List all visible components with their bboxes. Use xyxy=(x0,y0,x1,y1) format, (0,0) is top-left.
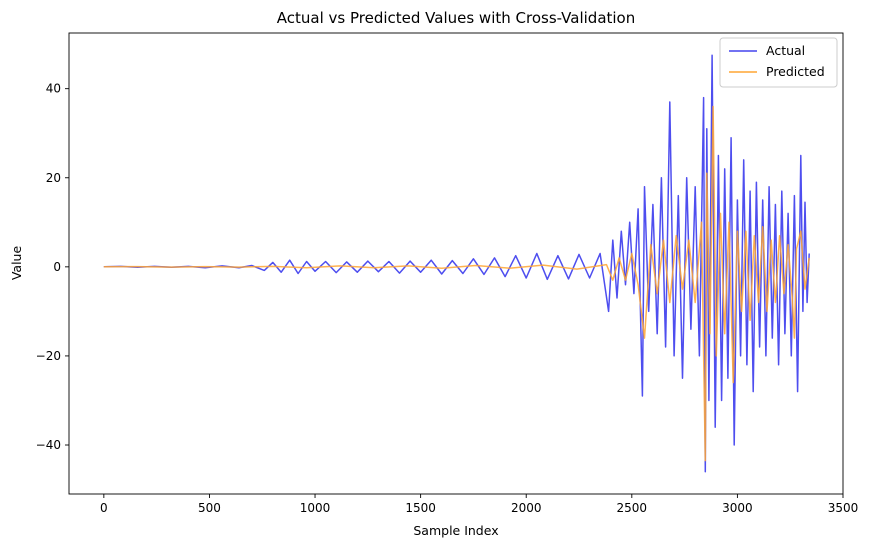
legend: Actual Predicted xyxy=(719,37,838,88)
x-tick-label: 3000 xyxy=(722,501,753,515)
x-tick-label: 3500 xyxy=(828,501,859,515)
y-tick-label: 0 xyxy=(53,260,61,274)
legend-label-actual: Actual xyxy=(766,43,805,58)
y-axis: −40 −20 0 20 40 xyxy=(36,82,69,452)
legend-label-predicted: Predicted xyxy=(766,64,825,79)
x-tick-label: 2500 xyxy=(617,501,648,515)
x-axis-label: Sample Index xyxy=(413,523,498,538)
series-layer xyxy=(103,54,810,473)
x-tick-label: 1000 xyxy=(300,501,331,515)
y-tick-label: 20 xyxy=(46,171,61,185)
x-tick-label: 2000 xyxy=(511,501,542,515)
y-tick-label: −20 xyxy=(36,349,61,363)
x-tick-label: 500 xyxy=(198,501,221,515)
x-tick-label: 0 xyxy=(100,501,108,515)
y-axis-label: Value xyxy=(9,246,24,281)
x-axis: 0 500 1000 1500 2000 2500 3000 3500 xyxy=(100,494,858,515)
y-tick-label: −40 xyxy=(36,438,61,452)
x-tick-label: 1500 xyxy=(405,501,436,515)
chart-title: Actual vs Predicted Values with Cross-Va… xyxy=(277,9,636,27)
series-line-predicted xyxy=(103,105,810,462)
y-tick-label: 40 xyxy=(46,82,61,96)
plot-frame xyxy=(68,32,844,495)
